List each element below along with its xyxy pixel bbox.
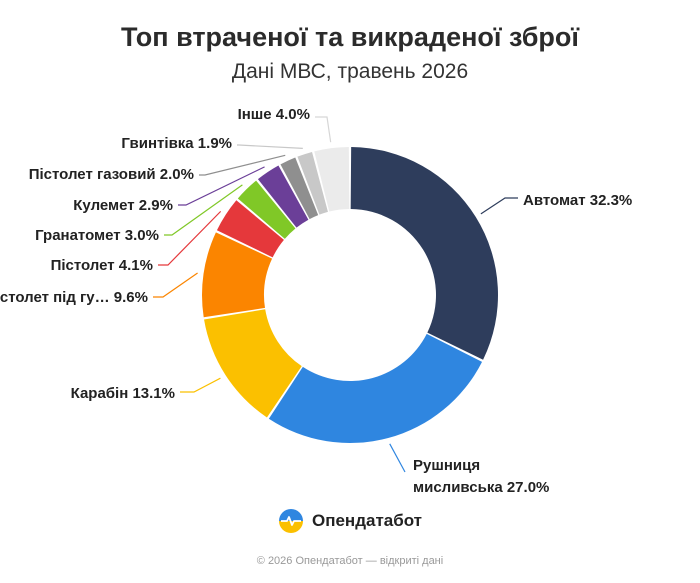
slice-label-гранатомет: Гранатомет 3.0% xyxy=(35,227,159,244)
chart-title: Топ втраченої та викраденої зброї xyxy=(121,22,579,52)
slice-label-кулемет: Кулемет 2.9% xyxy=(73,197,173,214)
leader-line-гранатомет xyxy=(164,184,243,236)
opendatabot-logo-icon xyxy=(278,509,303,533)
brand: Опендатабот xyxy=(0,508,700,534)
leader-line-пістолет-газовий xyxy=(199,154,286,176)
slice-label-гвинтівка: Гвинтівка 1.9% xyxy=(121,135,232,152)
slice-label-автомат: Автомат 32.3% xyxy=(523,192,632,209)
slice-кулемет xyxy=(257,165,309,228)
slice-label-інше: Інше 4.0% xyxy=(238,106,310,123)
leader-line-пістолет xyxy=(158,210,222,266)
slice-гранатомет xyxy=(237,180,296,239)
slice-label-рушниця-мисливська: Рушниця мисливська 27.0% xyxy=(413,457,549,496)
slice-гвинтівка xyxy=(297,151,328,215)
slice-label-пістолет-під-гу: Пістолет під гу… 9.6% xyxy=(0,289,148,306)
leader-line-пістолет-під-гу xyxy=(153,272,198,298)
brand-name: Опендатабот xyxy=(311,511,423,530)
slice-пістолет-газовий xyxy=(280,157,319,220)
leader-line-рушниця-мисливська xyxy=(389,443,406,473)
leader-line-кулемет xyxy=(178,166,265,206)
leader-line-інше xyxy=(315,116,332,143)
slice-карабін xyxy=(204,309,302,418)
slice-label-пістолет-газовий: Пістолет газовий 2.0% xyxy=(29,166,194,183)
slice-інше xyxy=(314,147,350,212)
slice-пістолет-під-гу xyxy=(202,232,273,318)
chart-subtitle: Дані МВС, травень 2026 xyxy=(231,60,469,83)
leader-line-гвинтівка xyxy=(237,144,303,150)
slice-пістолет xyxy=(216,200,284,258)
leader-line-карабін xyxy=(180,377,221,393)
slice-рушниця-мисливська xyxy=(268,333,483,443)
slice-автомат xyxy=(350,147,499,360)
footer-copyright: © 2026 Опендатабот — відкриті дані xyxy=(256,555,444,567)
leader-line-автомат xyxy=(480,197,518,215)
slice-label-карабін: Карабін 13.1% xyxy=(71,385,175,402)
slice-label-пістолет: Пістолет 4.1% xyxy=(51,257,153,274)
